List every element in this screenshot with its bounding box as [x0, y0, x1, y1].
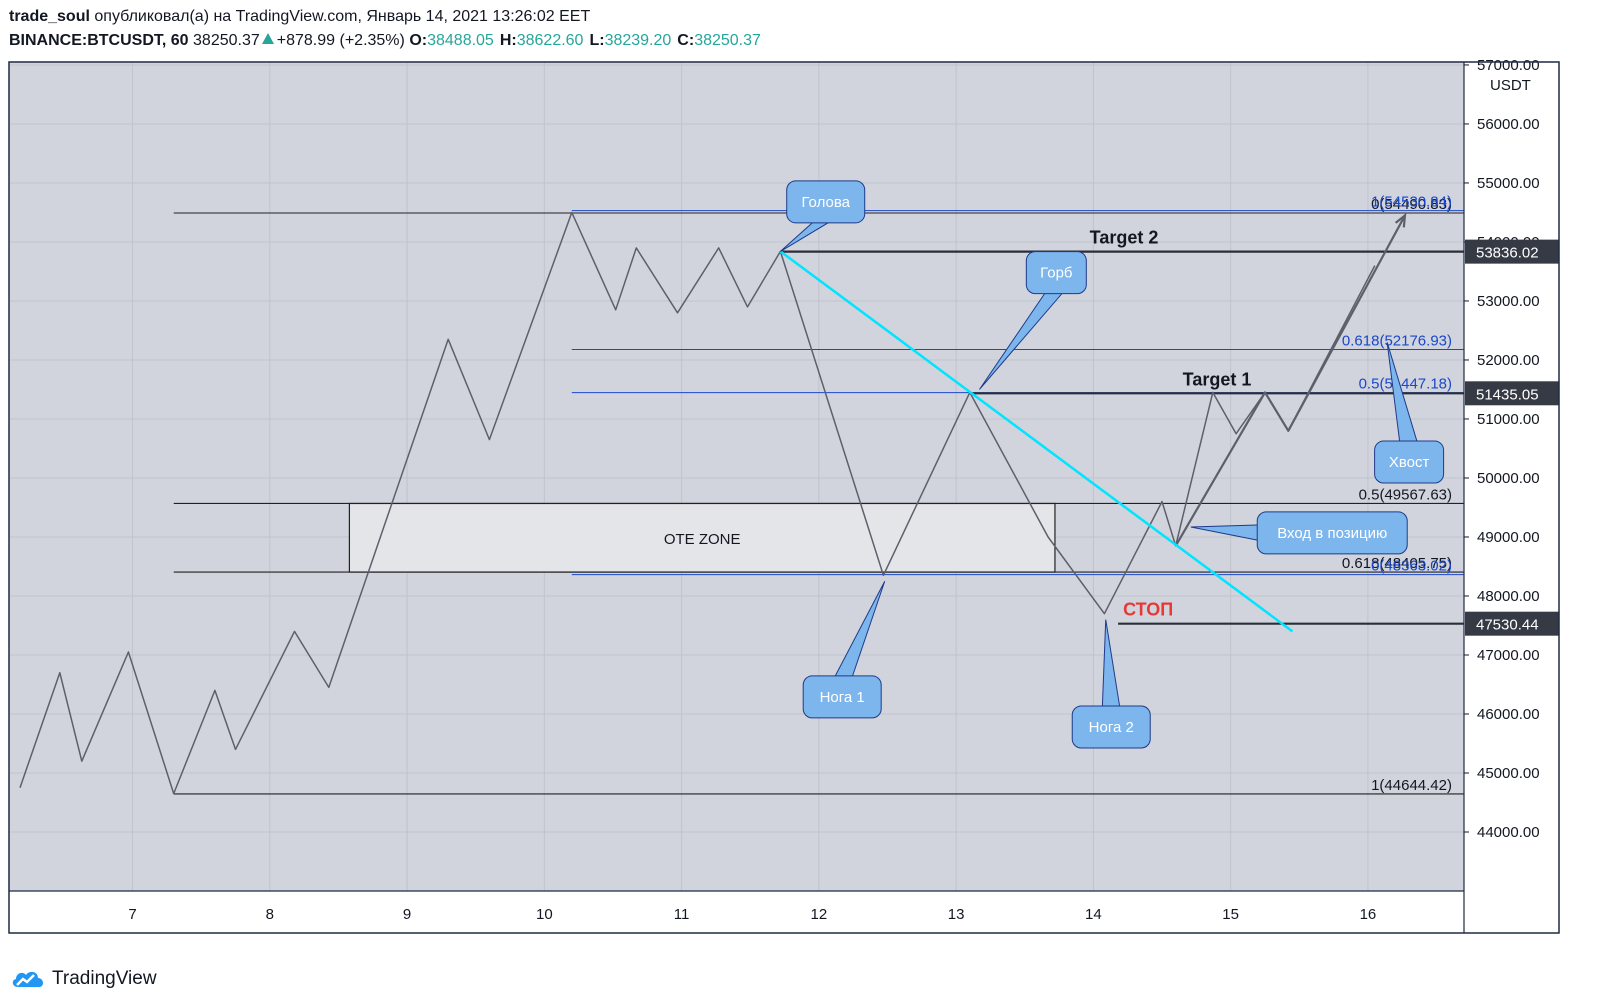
- ote-zone-box: [348, 502, 1056, 573]
- y-tick-label: 56000.00: [1477, 116, 1540, 133]
- time-axis: [9, 891, 1464, 933]
- open-label: O:: [409, 32, 428, 49]
- y-tick-label: 52000.00: [1477, 352, 1540, 369]
- price-axis: [1464, 62, 1559, 933]
- currency-label: USDT: [1490, 77, 1531, 94]
- ote-zone-label: OTE ZONE: [664, 531, 741, 548]
- x-tick-label: 13: [948, 906, 965, 923]
- low-value: 38239.20: [604, 32, 672, 49]
- y-tick-label: 51000.00: [1477, 411, 1540, 428]
- brand-name: TradingView: [52, 968, 157, 989]
- close-label: C:: [677, 32, 695, 49]
- price-badge: [1465, 611, 1559, 636]
- price-badge-label: 47530.44: [1476, 617, 1539, 634]
- callout-box: [1374, 440, 1445, 484]
- callout-label: Нога 2: [1089, 719, 1134, 736]
- fib-blue-level-label: 0(48363.02): [1371, 558, 1452, 575]
- high-value: 38622.60: [516, 32, 584, 49]
- chart-frame: [8, 61, 1560, 934]
- fib-blue-level-label: 1(54530.84): [1371, 194, 1452, 211]
- symbol-info: BINANCE:BTCUSDT, 60 38250.37 +878.99 (+2.…: [9, 30, 767, 52]
- projection-line-series: [1174, 214, 1406, 547]
- x-tick-label: 12: [811, 906, 828, 923]
- y-tick-label: 44000.00: [1477, 824, 1540, 841]
- fib-blue-level-label: 0.5(51447.18): [1359, 376, 1452, 393]
- tradingview-logo[interactable]: TradingView: [10, 968, 157, 990]
- x-tick-label: 15: [1222, 906, 1239, 923]
- callout-box: [802, 675, 882, 719]
- y-tick-label: 49000.00: [1477, 529, 1540, 546]
- callout-box: [1071, 705, 1151, 749]
- callout-box: [1256, 511, 1408, 555]
- y-tick-label: 57000.00: [1477, 57, 1540, 74]
- low-label: L:: [589, 32, 605, 49]
- callout-label: Голова: [801, 194, 850, 211]
- x-tick-label: 11: [674, 906, 690, 923]
- publish-info: trade_soul опубликовал(а) на TradingView…: [9, 6, 767, 28]
- chart-header: trade_soul опубликовал(а) на TradingView…: [9, 6, 767, 52]
- y-tick-label: 45000.00: [1477, 765, 1540, 782]
- open-value: 38488.05: [427, 32, 494, 49]
- callout-box: [1025, 251, 1087, 295]
- y-tick-label: 47000.00: [1477, 647, 1540, 664]
- x-tick-label: 7: [128, 906, 136, 923]
- x-tick-label: 8: [266, 906, 274, 923]
- price-badge-label: 53836.02: [1476, 245, 1539, 262]
- callout-label: Горб: [1040, 265, 1072, 282]
- target-label: Target 1: [1183, 369, 1252, 389]
- x-tick-label: 9: [403, 906, 411, 923]
- callout-label: Хвост: [1389, 454, 1430, 471]
- y-tick-label: 53000.00: [1477, 293, 1540, 310]
- close-value: 38250.37: [694, 32, 761, 49]
- high-label: H:: [499, 32, 517, 49]
- fib-level-label: 0(54490.83): [1371, 196, 1452, 213]
- stop-label: СТОП: [1123, 600, 1173, 620]
- tradingview-cloud-icon: [12, 971, 44, 987]
- x-tick-label: 14: [1085, 906, 1102, 923]
- y-tick-label: 55000.00: [1477, 175, 1540, 192]
- x-tick-label: 16: [1360, 906, 1377, 923]
- symbol-name[interactable]: BINANCE:BTCUSDT, 60: [9, 32, 189, 49]
- price-badge: [1465, 381, 1559, 406]
- plot-area: [9, 62, 1464, 891]
- callout-label: Вход в позицию: [1277, 525, 1387, 542]
- callout-label: Нога 1: [820, 689, 865, 706]
- publish-text: опубликовал(а) на TradingView.com, Январ…: [94, 8, 591, 25]
- last-price: 38250.37: [193, 32, 260, 49]
- target-label: Target 2: [1090, 228, 1159, 248]
- y-tick-label: 50000.00: [1477, 470, 1540, 487]
- price-badge: [1465, 239, 1559, 264]
- callout-box: [786, 180, 866, 224]
- fib-blue-level-label: 0.618(52176.93): [1342, 333, 1452, 350]
- fib-level-label: 0.618(48405.75): [1342, 555, 1452, 572]
- author-name[interactable]: trade_soul: [9, 8, 90, 25]
- fib-level-label: 1(44644.42): [1371, 777, 1452, 794]
- trend-line: [779, 250, 1294, 633]
- arrow-head: [1394, 212, 1407, 228]
- y-tick-label: 48000.00: [1477, 588, 1540, 605]
- up-arrow-icon: [261, 33, 274, 44]
- fib-level-label: 0.5(49567.63): [1359, 486, 1452, 503]
- currency-bg: [1482, 72, 1538, 94]
- price-change: +878.99 (+2.35%): [276, 32, 405, 49]
- price-line-series: [19, 211, 1376, 795]
- y-tick-label: 46000.00: [1477, 706, 1540, 723]
- price-badge-label: 51435.05: [1476, 386, 1539, 403]
- x-tick-label: 10: [536, 906, 553, 923]
